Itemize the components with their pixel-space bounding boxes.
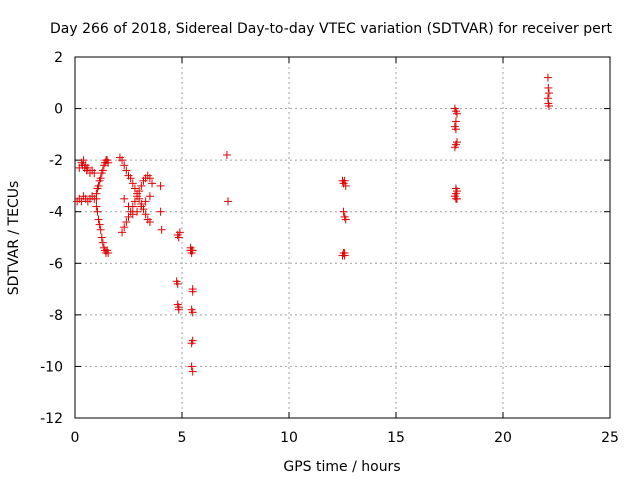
data-point — [137, 202, 146, 211]
data-point — [128, 179, 137, 188]
data-point — [79, 156, 88, 165]
data-point — [120, 194, 129, 203]
data-point — [124, 212, 133, 221]
data-point — [157, 225, 166, 234]
data-point — [118, 228, 127, 237]
data-point — [174, 233, 183, 242]
data-point — [92, 189, 101, 198]
data-point — [450, 143, 459, 152]
x-tick-label: 15 — [387, 430, 405, 446]
data-point — [93, 207, 102, 216]
data-point — [545, 89, 554, 98]
data-point — [126, 174, 135, 183]
data-point — [97, 233, 106, 242]
data-point — [451, 194, 460, 203]
data-point — [173, 279, 182, 288]
data-point — [145, 218, 154, 227]
data-point — [141, 197, 150, 206]
data-point — [543, 73, 552, 82]
y-tick-label: -4 — [49, 205, 63, 221]
data-point — [122, 166, 131, 175]
data-point — [94, 215, 103, 224]
data-point — [130, 184, 139, 193]
data-point — [98, 166, 107, 175]
data-point — [95, 220, 104, 229]
data-point — [339, 207, 348, 216]
y-tick-label: -6 — [49, 256, 63, 272]
data-point — [187, 362, 196, 371]
data-point — [104, 158, 113, 167]
data-point — [104, 248, 113, 257]
data-point — [133, 192, 142, 201]
data-point — [120, 161, 129, 170]
y-tick-label: 0 — [54, 102, 63, 118]
data-point — [544, 83, 553, 92]
data-point — [120, 223, 129, 232]
y-tick-label: -2 — [49, 153, 63, 169]
data-point — [96, 225, 105, 234]
data-point — [118, 156, 127, 165]
data-point — [545, 101, 554, 110]
chart-title: Day 266 of 2018, Sidereal Day-to-day VTE… — [50, 21, 612, 37]
data-point — [340, 176, 349, 185]
data-point — [156, 181, 165, 190]
x-axis-label: GPS time / hours — [283, 459, 400, 475]
data-point — [222, 150, 231, 159]
y-axis-label: SDTVAR / TECUs — [6, 181, 22, 296]
data-point — [174, 305, 183, 314]
x-tick-label: 25 — [601, 430, 619, 446]
data-point — [224, 197, 233, 206]
data-point — [137, 181, 146, 190]
axis-ticks: 0 5 10 15 20 25 -12 -10 -8 -6 -4 -2 0 2 — [40, 50, 619, 446]
plot-frame — [74, 56, 611, 419]
data-point — [451, 125, 460, 134]
data-points — [73, 73, 554, 376]
data-point — [148, 179, 157, 188]
data-point — [188, 367, 197, 376]
data-point — [124, 202, 133, 211]
data-point — [130, 197, 139, 206]
data-point — [133, 207, 142, 216]
data-point — [175, 228, 184, 237]
data-point — [451, 117, 460, 126]
data-point — [188, 246, 197, 255]
data-point — [94, 181, 103, 190]
data-point — [96, 174, 105, 183]
data-point — [141, 210, 150, 219]
grid — [75, 57, 610, 418]
y-tick-label: -12 — [40, 411, 63, 427]
data-point — [145, 192, 154, 201]
data-point — [452, 109, 461, 118]
data-point — [188, 287, 197, 296]
data-point — [188, 308, 197, 317]
data-point — [187, 339, 196, 348]
data-point — [128, 210, 137, 219]
data-point — [156, 207, 165, 216]
data-point — [83, 163, 92, 172]
data-point — [122, 218, 131, 227]
x-tick-label: 20 — [494, 430, 512, 446]
x-tick-label: 10 — [280, 430, 298, 446]
data-point — [98, 238, 107, 247]
x-tick-label: 5 — [178, 430, 187, 446]
x-tick-label: 0 — [71, 430, 80, 446]
data-point — [341, 215, 350, 224]
data-point — [135, 187, 144, 196]
data-point — [340, 248, 349, 257]
data-point — [341, 181, 350, 190]
y-tick-label: -10 — [40, 359, 63, 375]
data-point — [145, 174, 154, 183]
y-tick-label: 2 — [54, 50, 63, 66]
data-point — [90, 169, 99, 178]
y-tick-label: -8 — [49, 308, 63, 324]
data-point — [92, 202, 101, 211]
